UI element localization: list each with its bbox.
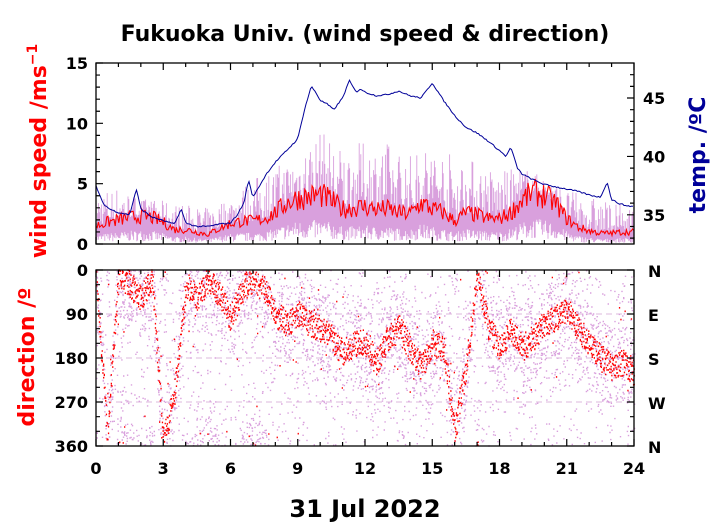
compass-tick-label: S xyxy=(648,350,660,369)
x-tick-label: 24 xyxy=(623,459,645,478)
direction-tick-label: 0 xyxy=(77,261,88,280)
x-tick-label: 21 xyxy=(556,459,578,478)
compass-tick-label: E xyxy=(648,306,659,325)
tick-labels: 0 3 6 9 12 15 18 21 24 0 5 10 15 35 40 45 0 90 180 270 360 N E… xyxy=(55,54,666,478)
y-axis-label-speed: wind speed /ms−1 xyxy=(25,44,52,259)
x-tick-label: 9 xyxy=(292,459,303,478)
temperature-line xyxy=(95,79,634,228)
y-axis-label-direction: direction /º xyxy=(15,287,40,426)
x-axis-label: 31 Jul 2022 xyxy=(289,495,440,523)
compass-tick-label: W xyxy=(648,394,666,413)
y2-tick-label: 45 xyxy=(643,89,665,108)
gust-layer xyxy=(95,134,635,243)
y-tick-label: 10 xyxy=(66,114,88,133)
x-tick-label: 15 xyxy=(421,459,443,478)
compass-tick-label: N xyxy=(648,262,661,281)
mean-speed-layer xyxy=(95,178,635,238)
direction-tick-label: 360 xyxy=(55,437,88,456)
temperature-layer xyxy=(95,79,634,228)
y-tick-label: 15 xyxy=(66,54,88,73)
y2-axis-label-temp: temp. /ºC xyxy=(686,97,711,214)
x-tick-label: 18 xyxy=(488,459,510,478)
axis-ticks xyxy=(95,62,635,447)
x-tick-label: 3 xyxy=(158,459,169,478)
y2-tick-label: 40 xyxy=(643,147,665,166)
x-tick-label: 12 xyxy=(354,459,376,478)
direction-tick-label: 270 xyxy=(55,393,88,412)
chart-title: Fukuoka Univ. (wind speed & direction) xyxy=(121,22,610,47)
direction-tick-label: 90 xyxy=(66,305,88,324)
gust-direction-points xyxy=(96,269,636,447)
direction-gust-layer xyxy=(96,269,636,447)
y2-tick-label: 35 xyxy=(643,206,665,225)
compass-tick-label: N xyxy=(648,438,661,457)
gust-spikes xyxy=(95,134,635,243)
y-tick-label: 5 xyxy=(77,175,88,194)
x-tick-label: 0 xyxy=(90,459,101,478)
x-tick-label: 6 xyxy=(225,459,236,478)
axes xyxy=(95,62,635,447)
mean-speed-line xyxy=(95,178,635,238)
y-tick-label: 0 xyxy=(77,235,88,254)
direction-tick-label: 180 xyxy=(55,349,88,368)
